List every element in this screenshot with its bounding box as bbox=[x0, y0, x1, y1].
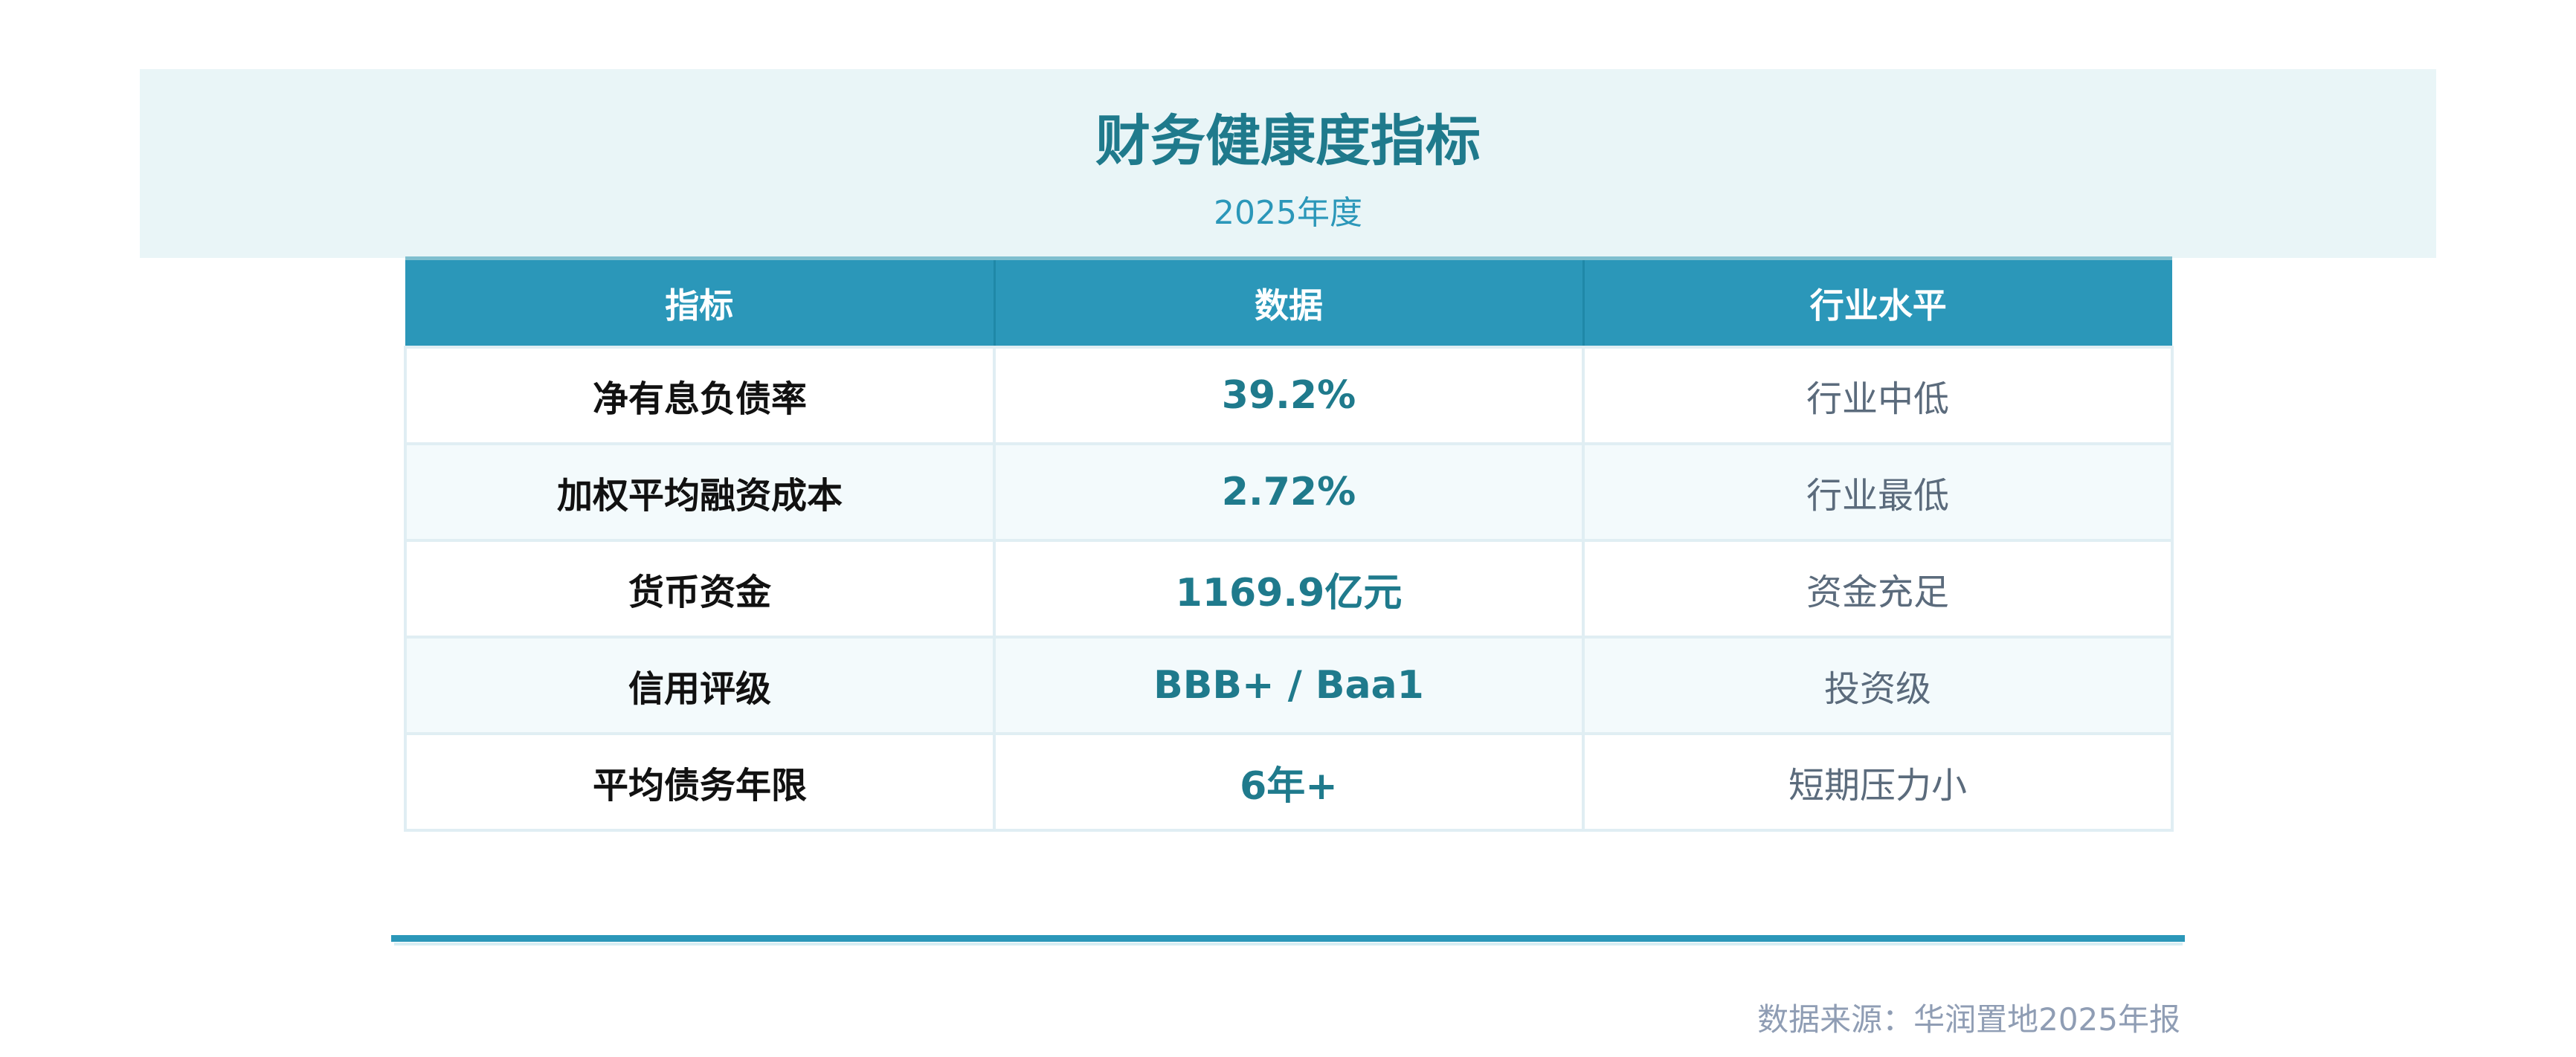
value-cell: 6年+ bbox=[993, 732, 1585, 832]
table-row: 加权平均融资成本 2.72% 行业最低 bbox=[404, 442, 2174, 542]
value-cell: 1169.9亿元 bbox=[993, 539, 1585, 639]
table-row: 信用评级 BBB+ / Baa1 投资级 bbox=[404, 636, 2174, 735]
data-source-note: 数据来源：华润置地2025年报 bbox=[1757, 1001, 2180, 1038]
table-row: 净有息负债率 39.2% 行业中低 bbox=[404, 346, 2174, 445]
value-cell: 2.72% bbox=[993, 442, 1585, 542]
metric-cell: 净有息负债率 bbox=[404, 346, 996, 445]
page-title: 财务健康度指标 bbox=[1095, 109, 1481, 173]
column-header-value: 数据 bbox=[993, 256, 1583, 347]
table-row: 平均债务年限 6年+ 短期压力小 bbox=[404, 732, 2174, 832]
metric-cell: 平均债务年限 bbox=[404, 732, 996, 832]
divider-line bbox=[391, 935, 2185, 942]
level-cell: 资金充足 bbox=[1582, 539, 2174, 639]
table-row: 货币资金 1169.9亿元 资金充足 bbox=[404, 539, 2174, 639]
divider-shadow bbox=[394, 943, 2183, 946]
level-cell: 行业最低 bbox=[1582, 442, 2174, 542]
header-band: 财务健康度指标 2025年度 bbox=[140, 69, 2436, 258]
page-subtitle: 2025年度 bbox=[1214, 194, 1362, 232]
metric-cell: 货币资金 bbox=[404, 539, 996, 639]
metric-cell: 信用评级 bbox=[404, 636, 996, 735]
table-header-row: 指标 数据 行业水平 bbox=[405, 256, 2172, 347]
value-cell: BBB+ / Baa1 bbox=[993, 636, 1585, 735]
level-cell: 短期压力小 bbox=[1582, 732, 2174, 832]
level-cell: 行业中低 bbox=[1582, 346, 2174, 445]
metrics-table: 指标 数据 行业水平 净有息负债率 39.2% 行业中低 加权平均融资成本 2.… bbox=[404, 256, 2174, 832]
metric-cell: 加权平均融资成本 bbox=[404, 442, 996, 542]
level-cell: 投资级 bbox=[1582, 636, 2174, 735]
value-cell: 39.2% bbox=[993, 346, 1585, 445]
column-header-level: 行业水平 bbox=[1582, 256, 2172, 347]
column-header-metric: 指标 bbox=[405, 256, 994, 347]
